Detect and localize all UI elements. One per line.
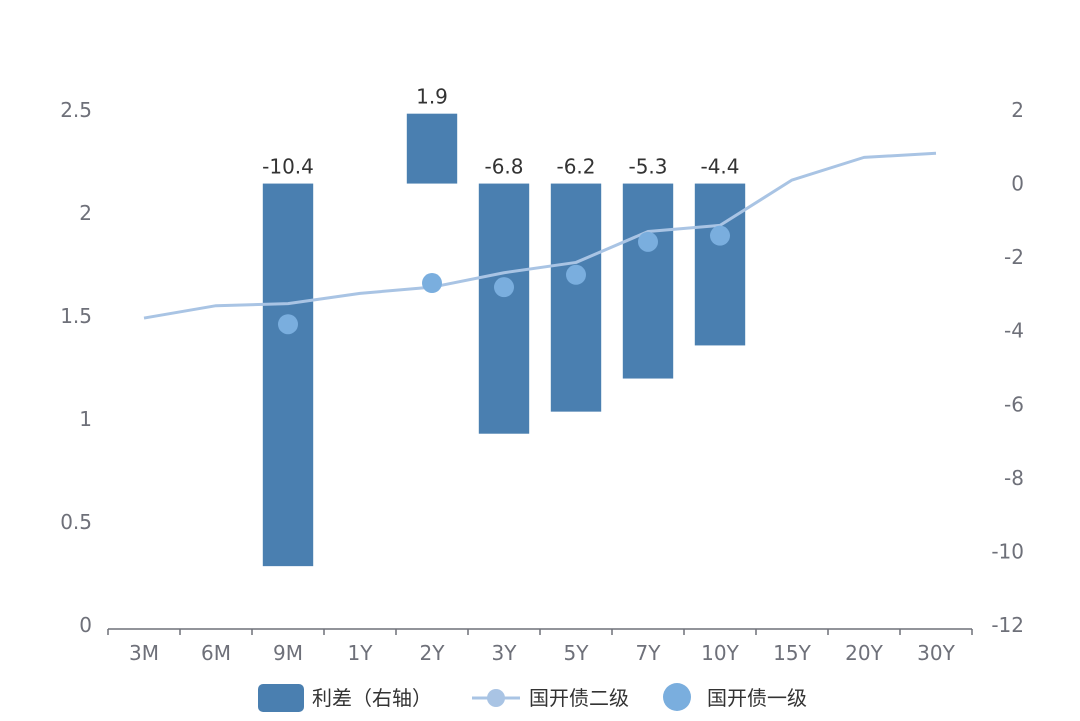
left-tick-label: 2.5 bbox=[60, 98, 92, 122]
x-tick-label: 3Y bbox=[492, 641, 518, 665]
right-tick-label: -12 bbox=[991, 613, 1024, 637]
right-axis-ticks: 2 0 -2 -4 -6 -8 -10 -12 bbox=[991, 98, 1024, 637]
legend-dot-swatch bbox=[663, 683, 691, 711]
left-tick-label: 1 bbox=[79, 407, 92, 431]
x-tick-label: 15Y bbox=[773, 641, 811, 665]
bar-data-labels: -10.4 1.9 -6.8 -6.2 -5.3 -4.4 bbox=[262, 85, 739, 179]
scatter-point[interactable] bbox=[710, 225, 730, 246]
right-tick-label: -10 bbox=[991, 539, 1024, 563]
left-axis-ticks: 0 0.5 1 1.5 2 2.5 bbox=[60, 98, 92, 637]
x-tick-label: 10Y bbox=[701, 641, 739, 665]
x-tick-label: 9M bbox=[273, 641, 303, 665]
x-tick-label: 6M bbox=[201, 641, 231, 665]
x-tick-label: 3M bbox=[129, 641, 159, 665]
scatter-point[interactable] bbox=[638, 231, 658, 252]
legend-label: 利差（右轴） bbox=[312, 686, 432, 710]
bar-value-label: -6.8 bbox=[484, 155, 523, 179]
right-tick-label: -4 bbox=[1004, 319, 1024, 343]
scatter-point[interactable] bbox=[422, 273, 442, 294]
legend: 利差（右轴） 国开债二级 国开债一级 bbox=[258, 683, 807, 712]
right-tick-label: -6 bbox=[1004, 392, 1024, 416]
legend-line-marker bbox=[487, 689, 505, 707]
bar-value-label: 1.9 bbox=[416, 85, 448, 109]
x-tick-label: 1Y bbox=[348, 641, 374, 665]
left-tick-label: 1.5 bbox=[60, 304, 92, 328]
legend-item-secondary[interactable]: 国开债二级 bbox=[472, 686, 629, 710]
bar[interactable] bbox=[622, 183, 674, 379]
scatter-point[interactable] bbox=[494, 277, 514, 298]
bar-value-label: -10.4 bbox=[262, 155, 314, 179]
scatter-series bbox=[278, 225, 730, 335]
legend-bar-swatch bbox=[258, 684, 304, 712]
bar[interactable] bbox=[262, 183, 314, 567]
x-tick-label: 20Y bbox=[845, 641, 883, 665]
bar[interactable] bbox=[550, 183, 602, 412]
bar-value-label: -4.4 bbox=[700, 155, 739, 179]
scatter-point[interactable] bbox=[566, 264, 586, 285]
left-tick-label: 0.5 bbox=[60, 510, 92, 534]
x-tick-label: 7Y bbox=[636, 641, 662, 665]
bar[interactable] bbox=[478, 183, 530, 434]
bar-series bbox=[262, 113, 746, 567]
right-tick-label: 2 bbox=[1011, 98, 1024, 122]
bar-value-label: -5.3 bbox=[628, 155, 667, 179]
legend-item-primary[interactable]: 国开债一级 bbox=[663, 683, 807, 711]
legend-label: 国开债一级 bbox=[707, 686, 807, 710]
bar[interactable] bbox=[694, 183, 746, 346]
line-path[interactable] bbox=[143, 151, 937, 320]
line-series bbox=[143, 151, 937, 320]
x-tick-label: 5Y bbox=[564, 641, 590, 665]
x-axis: 3M 6M 9M 1Y 2Y 3Y 5Y 7Y 10Y 15Y 20Y 30Y bbox=[107, 628, 973, 665]
legend-label: 国开债二级 bbox=[529, 686, 629, 710]
right-tick-label: 0 bbox=[1011, 172, 1024, 196]
left-tick-label: 2 bbox=[79, 201, 92, 225]
bar-value-label: -6.2 bbox=[556, 155, 595, 179]
right-tick-label: -2 bbox=[1004, 245, 1024, 269]
legend-item-spread[interactable]: 利差（右轴） bbox=[258, 684, 432, 712]
left-tick-label: 0 bbox=[79, 613, 92, 637]
scatter-point[interactable] bbox=[278, 314, 298, 335]
right-tick-label: -8 bbox=[1004, 466, 1024, 490]
bar[interactable] bbox=[406, 113, 458, 184]
x-tick-label: 2Y bbox=[420, 641, 446, 665]
x-tick-label: 30Y bbox=[917, 641, 955, 665]
